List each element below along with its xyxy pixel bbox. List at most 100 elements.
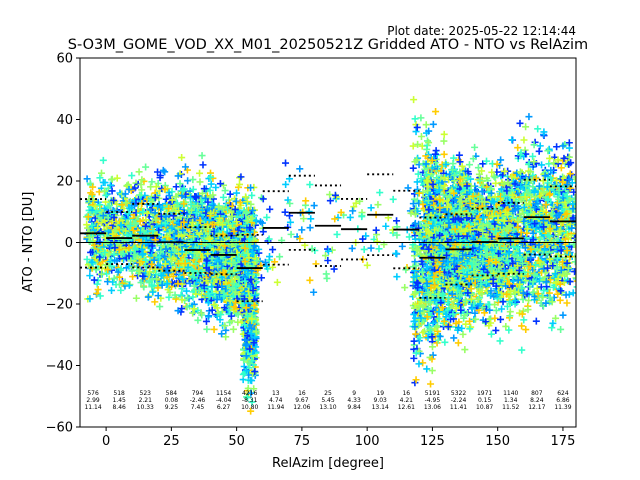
scatter-point — [146, 268, 154, 276]
scatter-point — [154, 292, 162, 300]
scatter-point — [178, 305, 186, 313]
scatter-point — [151, 194, 159, 202]
scatter-point — [349, 207, 357, 215]
scatter-point — [423, 365, 431, 373]
scatter-point — [331, 191, 339, 199]
scatter-point — [97, 270, 105, 278]
scatter-point — [307, 215, 315, 223]
scatter-point — [98, 208, 106, 216]
scatter-point — [180, 218, 188, 226]
scatter-point — [440, 150, 448, 158]
scatter-point — [102, 238, 110, 246]
scatter-point — [126, 222, 134, 230]
scatter-point — [375, 245, 383, 253]
scatter-point — [389, 195, 397, 203]
scatter-point — [269, 246, 277, 254]
scatter-point — [138, 176, 146, 184]
scatter-point — [102, 191, 110, 199]
scatter-point — [174, 280, 182, 288]
scatter-point — [88, 258, 96, 266]
scatter-point — [165, 192, 173, 200]
scatter-point — [125, 185, 133, 193]
scatter-point — [90, 276, 98, 284]
scatter-point — [84, 213, 92, 221]
scatter-point — [419, 359, 427, 367]
scatter-point — [306, 224, 314, 232]
scatter-point — [367, 244, 375, 252]
scatter-point — [263, 213, 271, 221]
scatter-point — [142, 163, 150, 171]
scatter-point — [92, 222, 100, 230]
scatter-point — [125, 281, 133, 289]
scatter-point — [181, 260, 189, 268]
scatter-point — [221, 187, 229, 195]
scatter-point — [178, 296, 186, 304]
scatter-point — [210, 325, 218, 333]
scatter-point — [106, 181, 114, 189]
scatter-point — [139, 250, 147, 258]
scatter-point — [85, 233, 93, 241]
scatter-point — [105, 250, 113, 258]
scatter-point — [306, 181, 314, 189]
scatter-point — [429, 120, 437, 128]
scatter-point — [401, 284, 409, 292]
scatter-point — [98, 169, 106, 177]
scatter-point — [376, 189, 384, 197]
scatter-point — [89, 183, 97, 191]
scatter-point — [125, 244, 133, 252]
scatter-point — [126, 248, 134, 256]
scatter-point — [198, 152, 206, 160]
scatter-point — [226, 190, 234, 198]
scatter-point — [454, 339, 462, 347]
scatter-point — [110, 196, 118, 204]
scatter-points-layer — [83, 96, 576, 415]
scatter-point — [450, 334, 458, 342]
scatter-point — [156, 246, 164, 254]
scatter-point — [94, 224, 102, 232]
scatter-point — [132, 294, 140, 302]
scatter-point — [161, 260, 169, 268]
scatter-point — [360, 245, 368, 253]
scatter-point — [158, 221, 166, 229]
scatter-point — [179, 226, 187, 234]
scatter-point — [99, 242, 107, 250]
scatter-point — [432, 108, 440, 116]
scatter-point — [367, 204, 375, 212]
scatter-point — [163, 280, 171, 288]
scatter-point — [440, 130, 448, 138]
scatter-point — [410, 96, 418, 104]
scatter-point — [302, 197, 310, 205]
scatter-point — [153, 223, 161, 231]
scatter-point — [166, 229, 174, 237]
scatter-point — [409, 164, 417, 172]
scatter-point — [116, 281, 124, 289]
scatter-point — [178, 248, 186, 256]
scatter-point — [135, 168, 143, 176]
scatter-point — [109, 217, 117, 225]
scatter-point — [115, 273, 123, 281]
scatter-point — [372, 226, 380, 234]
scatter-point — [86, 272, 94, 280]
scatter-point — [180, 209, 188, 217]
scatter-point — [138, 245, 146, 253]
scatter-point — [144, 293, 152, 301]
scatter-point — [142, 222, 150, 230]
scatter-point — [109, 278, 117, 286]
scatter-point — [122, 199, 130, 207]
scatter-point — [127, 257, 135, 265]
scatter-point — [412, 128, 420, 136]
scatter-point — [199, 161, 207, 169]
scatter-point — [203, 325, 211, 333]
scatter-point — [139, 208, 147, 216]
scatter-point — [374, 201, 382, 209]
scatter-point — [151, 265, 159, 273]
scatter-point — [393, 217, 401, 225]
scatter-point — [422, 121, 430, 129]
scatter-point — [83, 221, 91, 229]
scatter-point — [155, 201, 163, 209]
scatter-point — [196, 169, 204, 177]
scatter-point — [148, 281, 156, 289]
scatter-point — [128, 267, 136, 275]
chart-title: S-O3M_GOME_VOD_XX_M01_20250521Z Gridded … — [68, 37, 588, 53]
scatter-point — [152, 216, 160, 224]
